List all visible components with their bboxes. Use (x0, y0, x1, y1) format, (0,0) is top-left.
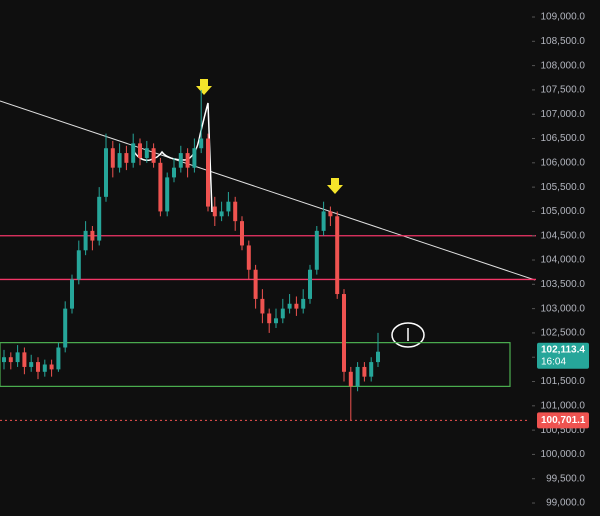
candle-body (369, 362, 374, 377)
candle-body (110, 148, 115, 168)
candle-body (219, 211, 224, 217)
zone-box (0, 342, 511, 387)
candle-body (301, 298, 306, 309)
y-tick-label: 100,500.0 (541, 425, 586, 436)
candle-body (63, 308, 68, 348)
candle-body (22, 352, 27, 367)
candle-body (253, 269, 258, 299)
candle-body (97, 196, 102, 241)
candle-body (294, 303, 299, 309)
candle-body (274, 318, 278, 324)
candle-body (355, 366, 360, 387)
candle-body (342, 294, 346, 372)
y-tick-label: 107,000.0 (541, 109, 586, 120)
last-price-label: 102,113.4 (541, 344, 585, 355)
candle-body (131, 143, 136, 163)
y-tick-label: 102,500.0 (541, 328, 586, 339)
y-tick-label: 100,000.0 (541, 449, 586, 460)
candle-body (15, 352, 20, 363)
candle-body (104, 148, 108, 197)
candle-body (117, 153, 122, 168)
last-price-tag (537, 342, 589, 369)
candle-body (233, 201, 238, 222)
candle-body (36, 362, 40, 372)
candle-body (49, 364, 54, 370)
candle-body (328, 211, 333, 217)
candle-body (185, 153, 190, 168)
candle-body (178, 153, 183, 168)
candle-body (260, 298, 265, 314)
y-tick-label: 99,500.0 (546, 473, 585, 484)
y-tick-label: 103,500.0 (541, 279, 586, 290)
candle-body (90, 230, 95, 241)
trend-line (0, 100, 536, 281)
candle-body (212, 206, 217, 217)
candle-body (8, 357, 13, 363)
y-tick-label: 109,000.0 (541, 12, 586, 23)
candle-body (29, 362, 34, 367)
y-tick-label: 101,000.0 (541, 400, 586, 411)
y-tick-label: 99,000.0 (546, 498, 585, 509)
candle-body (172, 167, 176, 178)
y-tick-label: 101,500.0 (541, 376, 586, 387)
low-price-tag (537, 412, 589, 429)
price-axis: 109,000.0 108,500.0 108,000.0 107,500.0 107,… (532, 12, 589, 509)
candle-body (124, 153, 129, 163)
candle-body (42, 364, 47, 372)
candle-body (321, 211, 326, 231)
y-tick-label: 105,500.0 (541, 182, 586, 193)
y-tick-label: 104,000.0 (541, 255, 586, 266)
candle-body (192, 148, 197, 168)
arrow-marker (327, 178, 343, 194)
candle-body (56, 347, 61, 370)
y-tick-label: 104,500.0 (541, 230, 586, 241)
candle-body (138, 143, 142, 158)
low-price-label: 100,701.1 (541, 415, 586, 426)
arrow-marker (196, 79, 212, 95)
candle-body (76, 250, 81, 280)
candle-body (376, 351, 380, 363)
candle-body (280, 308, 285, 319)
candle-body (246, 245, 251, 270)
last-price-time: 16:04 (541, 356, 566, 367)
circle-marker (391, 322, 425, 348)
y-tick-label: 105,000.0 (541, 206, 586, 217)
candle-body (83, 230, 88, 251)
candle-body (158, 162, 163, 212)
y-tick-label: 106,000.0 (541, 157, 586, 168)
candle-body (314, 230, 319, 270)
candle-body (165, 177, 170, 212)
candle-body (144, 148, 149, 158)
candle-body (206, 138, 210, 207)
candle-body (287, 303, 292, 309)
candle-body (151, 148, 156, 163)
y-tick-label: 108,500.0 (541, 36, 586, 47)
candle-body (199, 138, 204, 149)
candle-body (2, 357, 6, 363)
candle-body (267, 313, 272, 324)
y-tick-label: 107,500.0 (541, 85, 586, 96)
y-tick-label: 108,000.0 (541, 60, 586, 71)
y-tick-label: 106,500.0 (541, 133, 586, 144)
plot (0, 89, 536, 421)
candle-body (226, 201, 231, 212)
candle-body (70, 279, 74, 309)
candle-body (240, 221, 244, 246)
candle-body (348, 371, 353, 387)
y-tick-label: 103,000.0 (541, 303, 586, 314)
candle-body (335, 216, 340, 295)
candle-body (308, 269, 312, 299)
candle-body (362, 366, 367, 377)
